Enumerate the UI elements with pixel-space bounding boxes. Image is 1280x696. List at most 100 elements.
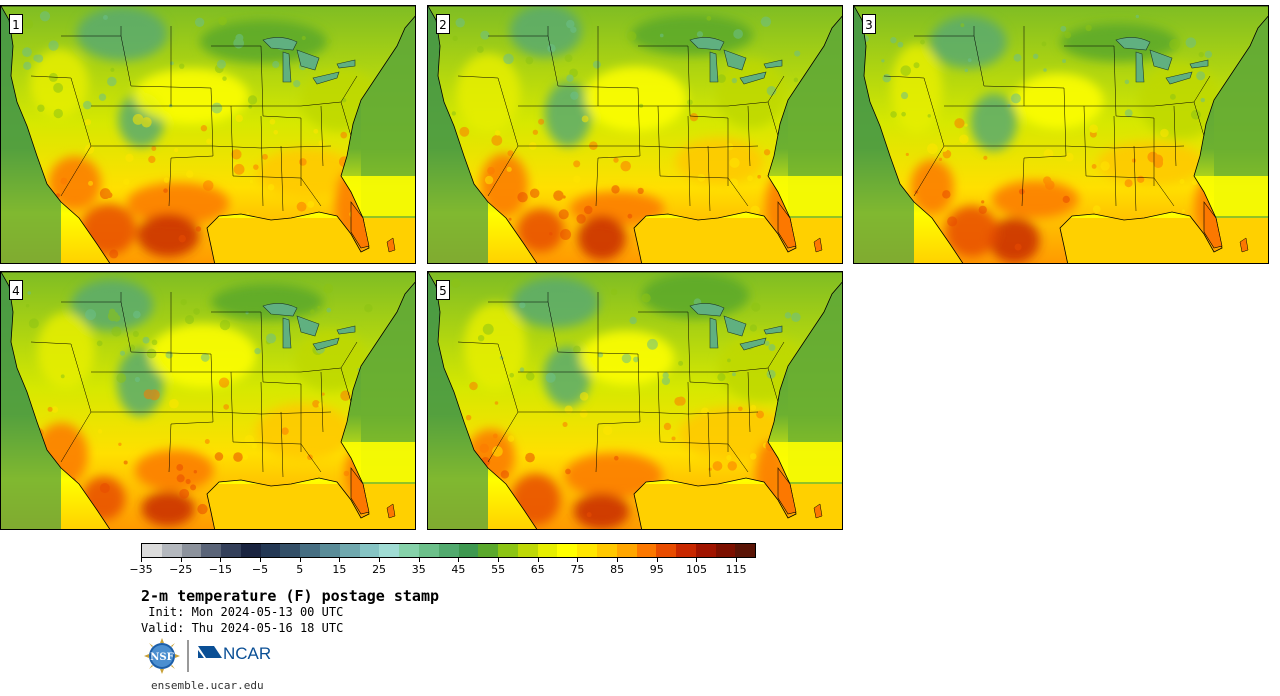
colorbar-tick-mark <box>458 558 460 562</box>
colorbar-swatch <box>221 544 241 557</box>
colorbar-tick-label: 105 <box>685 563 707 576</box>
colorbar-swatch <box>636 544 657 557</box>
colorbar-tick-mark <box>617 558 619 562</box>
colorbar-tick-label: 75 <box>570 563 585 576</box>
colorbar-tick-label: 35 <box>411 563 426 576</box>
plot-title: 2-m temperature (F) postage stamp <box>141 587 440 605</box>
colorbar-tick-mark <box>299 558 301 562</box>
florida <box>777 201 797 249</box>
colorbar-swatch <box>359 544 380 557</box>
colorbar-tick-mark <box>220 558 222 562</box>
coastline <box>1 272 415 529</box>
colorbar-swatch <box>181 544 202 557</box>
colorbar-tick-mark <box>656 558 658 562</box>
colorbar-tick-label: 25 <box>372 563 387 576</box>
temperature-map <box>1 6 415 263</box>
colorbar-swatch <box>142 544 162 557</box>
coastline <box>854 6 1268 263</box>
colorbar-tick-mark <box>498 558 500 562</box>
land-area <box>1 272 415 529</box>
florida <box>350 201 370 249</box>
colorbar-swatch <box>438 544 459 557</box>
colorbar-tick-label: −15 <box>208 563 232 576</box>
colorbar-ticks: −35 −25 −15 −5 5 15 25 35 45 55 65 75 85 95 105 115 <box>129 558 756 578</box>
colorbar-tick-label: 55 <box>491 563 506 576</box>
coastline <box>1 6 415 263</box>
coastline <box>428 6 842 263</box>
site-link[interactable]: ensemble.ucar.edu <box>151 679 264 692</box>
ensemble-member-3-map[interactable]: 3 <box>853 5 1269 264</box>
great-lakes <box>262 303 356 351</box>
colorbar-tick-mark <box>736 558 738 562</box>
temperature-map <box>428 6 842 263</box>
colorbar-tick-label: 65 <box>530 563 545 576</box>
colorbar-tick-mark <box>577 558 579 562</box>
state-boundaries <box>457 292 785 478</box>
colorbar-swatch <box>577 544 597 557</box>
state-boundaries <box>457 26 785 212</box>
colorbar-swatch <box>616 544 637 557</box>
init-time: Init: Mon 2024-05-13 00 UTC <box>141 605 344 619</box>
ensemble-member-4-map[interactable]: 4 <box>0 271 416 530</box>
colorbar-swatch <box>478 544 499 557</box>
colorbar-swatch <box>320 544 340 557</box>
colorbar-swatch <box>656 544 677 557</box>
colorbar-swatch <box>596 544 617 557</box>
colorbar-tick-mark <box>696 558 698 562</box>
sponsor-logos: NSF NCAR <box>144 638 271 674</box>
temperature-colorbar <box>141 543 756 558</box>
colorbar-tick-mark <box>537 558 539 562</box>
colorbar-swatch <box>537 544 558 557</box>
colorbar-swatch <box>498 544 518 557</box>
colorbar-tick-label: 115 <box>725 563 747 576</box>
colorbar-swatch <box>715 544 736 557</box>
svg-text:NCAR: NCAR <box>223 644 271 663</box>
florida <box>777 467 797 515</box>
member-number-label: 5 <box>436 280 450 300</box>
nsf-logo-icon: NSF <box>144 638 180 674</box>
colorbar-swatch <box>695 544 716 557</box>
colorbar-tick-label: −25 <box>169 563 193 576</box>
colorbar-tick-label: 15 <box>332 563 347 576</box>
colorbar-tick-mark <box>379 558 381 562</box>
colorbar-swatch <box>300 544 321 557</box>
colorbar-swatch <box>201 544 222 557</box>
colorbar-swatch <box>557 544 578 557</box>
colorbar-tick-mark <box>141 558 142 562</box>
colorbar-tick-label: 95 <box>649 563 664 576</box>
great-lakes <box>689 303 783 351</box>
colorbar-swatch <box>517 544 538 557</box>
colorbar-tick-label: 45 <box>451 563 466 576</box>
colorbar-swatch <box>676 544 696 557</box>
colorbar-swatch <box>161 544 182 557</box>
great-lakes <box>262 37 356 85</box>
colorbar-tick-label: −35 <box>129 563 153 576</box>
colorbar-tick-label: 85 <box>610 563 625 576</box>
temperature-map <box>1 272 415 529</box>
member-number-label: 3 <box>862 14 876 34</box>
colorbar-swatch <box>240 544 261 557</box>
state-boundaries <box>883 26 1211 212</box>
state-boundaries <box>30 292 358 478</box>
ncar-logo-icon: NCAR <box>198 644 271 663</box>
colorbar-tick-mark <box>180 558 182 562</box>
colorbar-tick-mark <box>260 558 262 562</box>
colorbar-swatch <box>458 544 479 557</box>
ensemble-member-1-map[interactable]: 1 <box>0 5 416 264</box>
ensemble-member-2-map[interactable]: 2 <box>427 5 843 264</box>
colorbar-swatch <box>280 544 301 557</box>
colorbar-swatch <box>399 544 419 557</box>
colorbar-swatch <box>260 544 281 557</box>
temperature-map <box>854 6 1268 263</box>
svg-text:NSF: NSF <box>150 652 173 663</box>
member-number-label: 2 <box>436 14 450 34</box>
ensemble-member-5-map[interactable]: 5 <box>427 271 843 530</box>
coastline <box>428 272 842 529</box>
great-lakes <box>1115 37 1209 85</box>
colorbar-swatch <box>339 544 360 557</box>
state-boundaries <box>30 26 358 212</box>
valid-time: Valid: Thu 2024-05-16 18 UTC <box>141 621 344 635</box>
temperature-map <box>428 272 842 529</box>
colorbar-swatch <box>379 544 400 557</box>
colorbar-tick-mark <box>418 558 420 562</box>
